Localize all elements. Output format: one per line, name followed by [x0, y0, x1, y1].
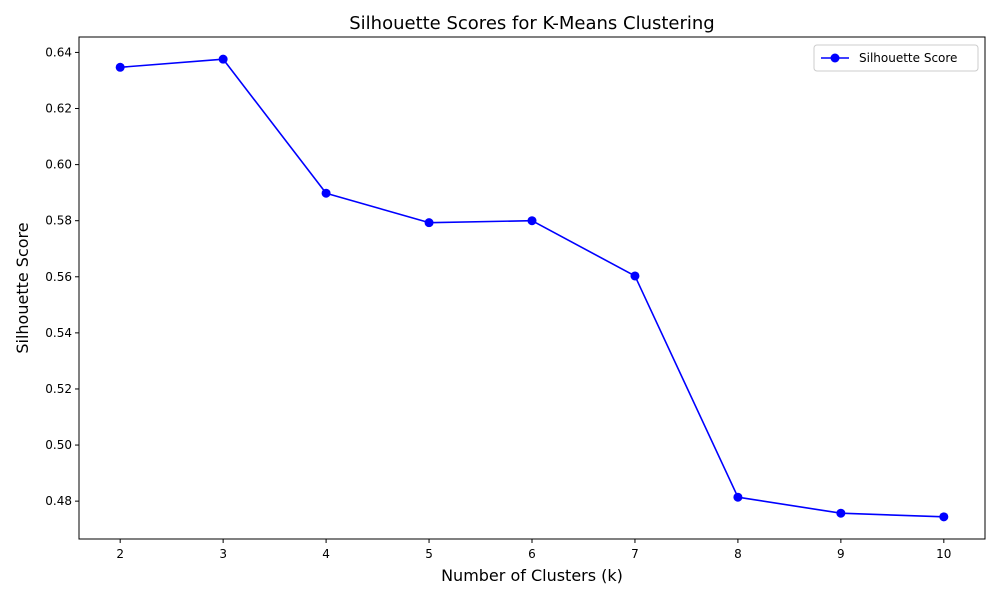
y-tick-label-7: 0.62 [45, 102, 72, 116]
chart-title: Silhouette Scores for K-Means Clustering [349, 13, 715, 34]
y-tick-label-4: 0.56 [45, 270, 72, 284]
x-tick-label-3: 5 [425, 547, 433, 561]
data-point-k2 [115, 62, 125, 72]
x-tick-label-6: 8 [734, 547, 742, 561]
data-point-k3 [218, 54, 228, 64]
legend-label: Silhouette Score [859, 51, 957, 65]
x-axis: 2 3 4 5 6 7 8 9 10 [116, 539, 951, 561]
x-tick-label-7: 9 [837, 547, 845, 561]
x-tick-label-0: 2 [116, 547, 124, 561]
y-axis: 0.48 0.50 0.52 0.54 0.56 0.58 0.60 0.62 0.64 [45, 45, 79, 508]
data-point-k10 [939, 512, 949, 522]
legend-box [813, 44, 979, 72]
data-point-k5 [424, 218, 434, 228]
legend: Silhouette Score [813, 44, 979, 72]
x-axis-label: Number of Clusters (k) [441, 566, 623, 585]
x-tick-label-8: 10 [936, 547, 951, 561]
x-tick-label-5: 7 [631, 547, 639, 561]
series-layer [115, 54, 949, 522]
y-tick-label-3: 0.54 [45, 326, 72, 340]
data-point-k8 [733, 492, 743, 502]
legend-marker-swatch [830, 53, 840, 63]
y-tick-label-0: 0.48 [45, 494, 72, 508]
x-tick-label-4: 6 [528, 547, 536, 561]
y-tick-label-1: 0.50 [45, 438, 72, 452]
y-tick-label-6: 0.60 [45, 158, 72, 172]
y-tick-label-5: 0.58 [45, 214, 72, 228]
x-tick-label-1: 3 [219, 547, 227, 561]
y-tick-label-8: 0.64 [45, 45, 72, 59]
data-point-k9 [836, 508, 846, 518]
data-point-k4 [321, 188, 331, 198]
data-point-k6 [527, 216, 537, 226]
data-point-k7 [630, 271, 640, 281]
y-tick-label-2: 0.52 [45, 382, 72, 396]
y-axis-label: Silhouette Score [13, 222, 32, 353]
x-tick-label-2: 4 [322, 547, 330, 561]
